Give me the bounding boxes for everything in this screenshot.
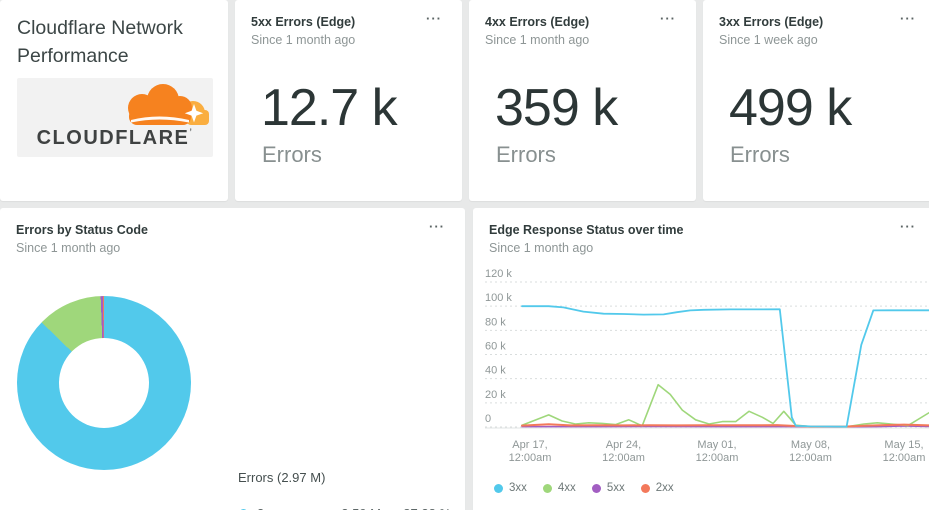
card-menu-icon[interactable]: ··· xyxy=(429,219,445,234)
y-axis-label: 40 k xyxy=(485,365,506,377)
card-title: Edge Response Status over time xyxy=(489,223,684,237)
errors-by-status-code-card: Errors by Status Code Since 1 month ago … xyxy=(0,208,465,510)
series-label: 3xx xyxy=(257,506,309,510)
legend-label: 3xx xyxy=(509,482,527,494)
card-menu-icon[interactable]: ··· xyxy=(660,11,676,26)
y-axis-label: 80 k xyxy=(485,316,506,328)
chart-legend: 3xx 4xx 5xx 2xx xyxy=(494,482,674,494)
facet-table-rows: 3xx 2.59 M 87.28 % 4xx 359 k 12.1 % 5xx … xyxy=(231,499,453,510)
legend-dot xyxy=(542,483,552,493)
legend-label: 5xx xyxy=(606,482,625,494)
y-axis-label: 100 k xyxy=(485,292,512,304)
edge-response-status-card: Edge Response Status over time Since 1 m… xyxy=(473,208,929,510)
x-axis-label: Apr 24, 12:00am xyxy=(602,439,645,464)
card-subtitle: Since 1 month ago xyxy=(251,33,356,47)
legend-dot xyxy=(591,483,601,493)
legend-dot xyxy=(494,483,503,493)
legend-label: 2xx xyxy=(655,482,674,494)
cloudflare-logo: CLOUDFLARE’ xyxy=(17,78,213,157)
card-subtitle: Since 1 month ago xyxy=(485,33,590,47)
x-axis-label: Apr 17, 12:00am xyxy=(509,439,552,464)
line-series-3xx xyxy=(521,305,929,428)
donut-chart[interactable] xyxy=(17,296,191,470)
metric-value: 499 k xyxy=(729,79,852,137)
legend-item-5xx[interactable]: 5xx xyxy=(591,482,625,494)
y-axis-label: 20 k xyxy=(485,389,506,401)
facet-table: Errors (2.97 M) 3xx 2.59 M 87.28 % 4xx 3… xyxy=(231,470,453,510)
legend-item-2xx[interactable]: 2xx xyxy=(640,482,674,494)
metric-unit: Errors xyxy=(730,142,790,167)
legend-item-3xx[interactable]: 3xx xyxy=(494,482,527,494)
y-axis-label: 60 k xyxy=(485,341,506,353)
series-color-dot xyxy=(239,508,248,510)
metric-value: 359 k xyxy=(495,79,618,137)
legend-dot xyxy=(640,483,650,493)
cloudflare-wordmark: CLOUDFLARE’ xyxy=(36,127,194,149)
card-title: 4xx Errors (Edge) xyxy=(485,15,590,29)
line-series-2xx xyxy=(521,423,929,428)
x-axis-label: May 15, 12:00am xyxy=(883,439,926,464)
metric-card-4xx-errors: 4xx Errors (Edge) Since 1 month ago ··· … xyxy=(469,0,696,201)
metric-unit: Errors xyxy=(262,142,322,167)
y-axis-label: 120 k xyxy=(485,268,512,280)
card-title: 5xx Errors (Edge) xyxy=(251,15,356,29)
cloudflare-cloud-icon xyxy=(128,84,209,125)
trademark-symbol: ’ xyxy=(189,127,194,137)
series-percent: 87.28 % xyxy=(381,506,451,510)
x-axis-label: May 08, 12:00am xyxy=(789,439,832,464)
card-menu-icon[interactable]: ··· xyxy=(426,11,442,26)
series-value: 2.59 M xyxy=(309,506,381,510)
table-row[interactable]: 3xx 2.59 M 87.28 % xyxy=(231,499,453,510)
metric-unit: Errors xyxy=(496,142,556,167)
y-axis-label: 0 xyxy=(485,413,491,425)
metric-card-3xx-errors: 3xx Errors (Edge) Since 1 week ago ··· 4… xyxy=(703,0,929,201)
donut-hole xyxy=(59,338,149,428)
metric-card-5xx-errors: 5xx Errors (Edge) Since 1 month ago ··· … xyxy=(235,0,462,201)
card-subtitle: Since 1 month ago xyxy=(16,241,121,255)
line-series-4xx xyxy=(521,383,929,428)
dashboard-title-card: Cloudflare Network Performance CLOUDFLAR… xyxy=(0,0,228,201)
x-axis-label: May 01, 12:00am xyxy=(696,439,739,464)
card-menu-icon[interactable]: ··· xyxy=(900,11,916,26)
metric-value: 12.7 k xyxy=(261,79,398,137)
card-subtitle: Since 1 week ago xyxy=(719,33,818,47)
card-title: Errors by Status Code xyxy=(16,223,148,237)
card-subtitle: Since 1 month ago xyxy=(489,241,594,255)
line-chart: 120 k 100 k 80 k 60 k 40 k 20 k 0 Apr 17, 12:00a… xyxy=(485,268,929,464)
card-menu-icon[interactable]: ··· xyxy=(900,219,916,234)
card-title: 3xx Errors (Edge) xyxy=(719,15,824,29)
facet-table-header: Errors (2.97 M) xyxy=(238,470,326,485)
legend-label: 4xx xyxy=(557,482,576,494)
legend-item-4xx[interactable]: 4xx xyxy=(542,482,576,494)
page-title: Cloudflare Network Performance xyxy=(17,17,183,67)
